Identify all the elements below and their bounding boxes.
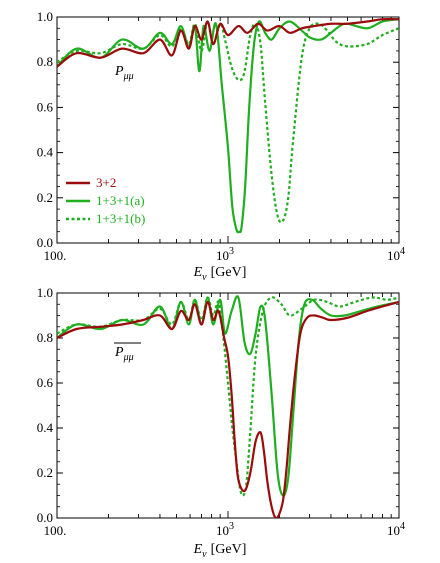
y-tick-label: 0.2 bbox=[37, 190, 53, 205]
inset-subscript: μμ bbox=[123, 71, 134, 82]
legend-label: 1+3+1(a) bbox=[96, 193, 145, 208]
series-line-1plus3plus1-a bbox=[57, 18, 399, 234]
y-tick-label: 0.6 bbox=[37, 375, 54, 390]
x-tick-label: 100. bbox=[44, 523, 67, 538]
y-tick-label: 1.0 bbox=[37, 285, 53, 300]
x-tick-label: 103 bbox=[216, 521, 234, 538]
x-tick-label: 104 bbox=[387, 521, 405, 538]
x-tick-exponent: 3 bbox=[229, 521, 234, 532]
y-tick-label: 0.0 bbox=[37, 235, 53, 250]
x-tick-label: 104 bbox=[387, 246, 405, 263]
y-tick-label: 0.6 bbox=[37, 99, 54, 114]
y-tick-label: 0.0 bbox=[37, 510, 53, 525]
x-tick-exponent: 4 bbox=[400, 246, 405, 257]
x-axis-symbol: E bbox=[193, 265, 203, 280]
x-tick-exponent: 3 bbox=[229, 246, 234, 257]
legend: 3+2 1+3+1(a) 1+3+1(b) bbox=[66, 175, 145, 226]
x-tick-base: 10 bbox=[387, 523, 400, 538]
inset-symbol: P bbox=[114, 64, 124, 79]
inset-label: Pμμ bbox=[114, 64, 134, 82]
y-tick-label: 0.4 bbox=[37, 145, 54, 160]
series-line-1plus3plus1-b bbox=[57, 20, 399, 224]
legend-label: 1+3+1(b) bbox=[96, 211, 145, 226]
x-tick-base: 10 bbox=[216, 523, 229, 538]
series-line-3plus2 bbox=[57, 17, 399, 68]
x-tick-label: 103 bbox=[216, 246, 234, 263]
x-tick-base: 100. bbox=[44, 248, 67, 263]
inset-subscript: μμ bbox=[123, 352, 134, 363]
inset-symbol: P bbox=[114, 345, 124, 360]
x-tick-base: 100. bbox=[44, 523, 67, 538]
x-axis-label: Eν [GeV] bbox=[193, 265, 247, 283]
x-axis-subscript: ν bbox=[202, 272, 207, 283]
y-tick-label: 0.8 bbox=[37, 54, 53, 69]
legend-label: 3+2 bbox=[96, 175, 116, 190]
inset-label: Pμμ bbox=[114, 345, 134, 363]
y-tick-label: 0.8 bbox=[37, 330, 53, 345]
y-tick-label: 1.0 bbox=[37, 9, 53, 24]
x-axis-unit: [GeV] bbox=[211, 265, 247, 280]
x-tick-base: 10 bbox=[216, 248, 229, 263]
series-line-3plus2 bbox=[57, 300, 399, 518]
y-tick-label: 0.4 bbox=[37, 420, 54, 435]
x-tick-exponent: 4 bbox=[400, 521, 405, 532]
x-axis-symbol: E bbox=[193, 542, 203, 557]
x-tick-base: 10 bbox=[387, 248, 400, 263]
x-axis-label: Eν [GeV] bbox=[193, 542, 247, 560]
y-tick-label: 0.2 bbox=[37, 465, 53, 480]
x-tick-label: 100. bbox=[44, 248, 67, 263]
x-axis-unit: [GeV] bbox=[211, 542, 247, 557]
x-axis-subscript: ν bbox=[202, 549, 207, 560]
